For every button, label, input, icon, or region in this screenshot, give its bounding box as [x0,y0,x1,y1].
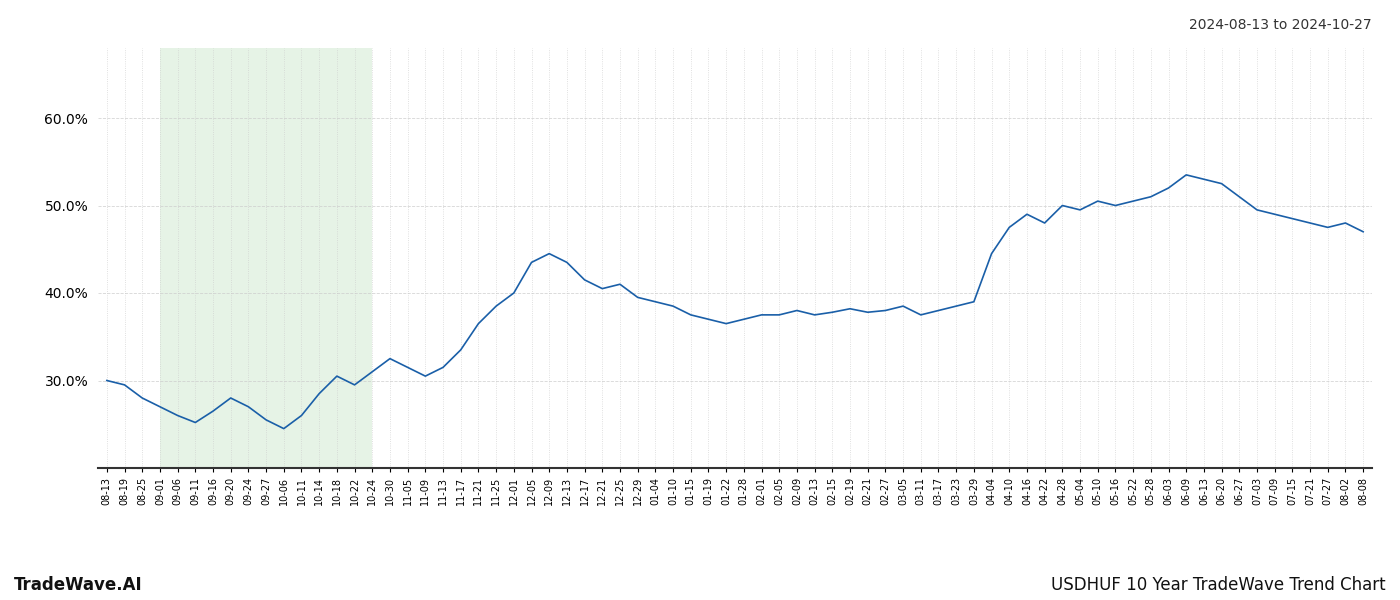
Text: TradeWave.AI: TradeWave.AI [14,576,143,594]
Text: 2024-08-13 to 2024-10-27: 2024-08-13 to 2024-10-27 [1190,18,1372,32]
Text: USDHUF 10 Year TradeWave Trend Chart: USDHUF 10 Year TradeWave Trend Chart [1051,576,1386,594]
Bar [160,48,372,468]
